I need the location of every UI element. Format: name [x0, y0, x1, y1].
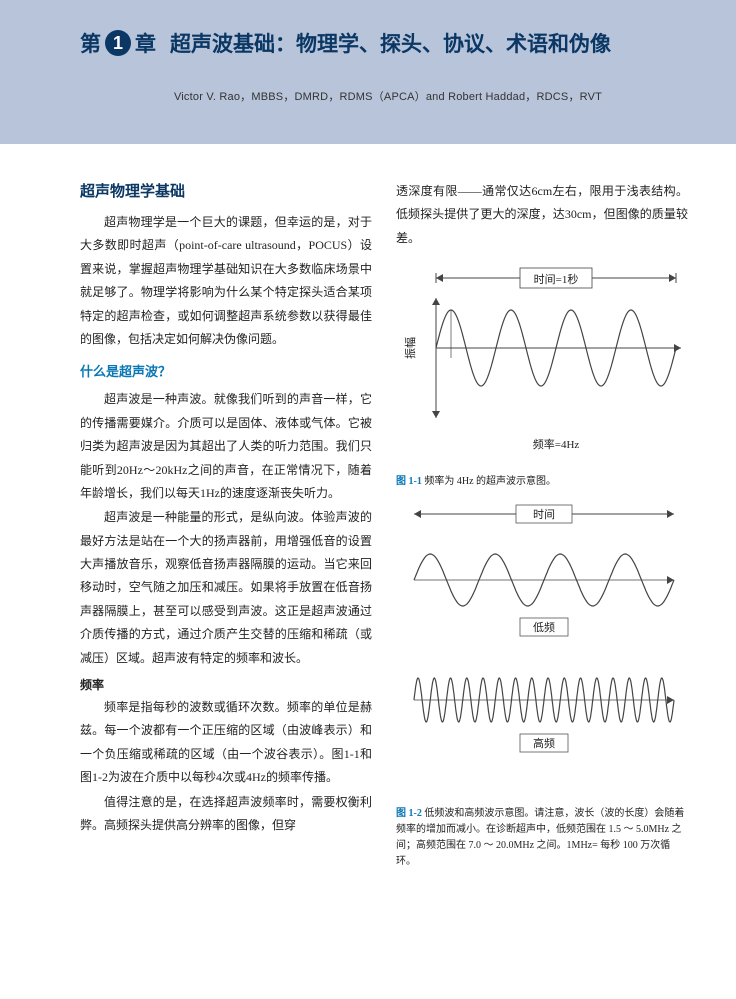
author-line: Victor V. Rao，MBBS，DMRD，RDMS（APCA）and Ro… [80, 88, 696, 104]
chapter-number: 1 [113, 33, 123, 54]
inline-subheading: 频率 [80, 676, 372, 693]
paragraph: 超声波是一种声波。就像我们听到的声音一样，它的传播需要媒介。介质可以是固体、液体… [80, 388, 372, 505]
chapter-prefix: 第 [80, 28, 101, 58]
figure-1-1-svg: 时间=1秒振幅频率=4Hz [396, 258, 688, 468]
chapter-header: 第 1 章 超声波基础：物理学、探头、协议、术语和伪像 Victor V. Ra… [0, 0, 736, 144]
figure-1-2-svg: 时间低频高频 [396, 500, 688, 800]
figure-label: 图 1-2 [396, 808, 422, 819]
svg-text:频率=4Hz: 频率=4Hz [533, 437, 580, 451]
chapter-title-line: 第 1 章 超声波基础：物理学、探头、协议、术语和伪像 [80, 28, 696, 58]
svg-text:振幅: 振幅 [403, 337, 417, 359]
figure-caption-text: 低频波和高频波示意图。请注意，波长（波的长度）会随着频率的增加而减小。在诊断超声… [396, 808, 684, 867]
chapter-title-text: 超声波基础：物理学、探头、协议、术语和伪像 [170, 28, 611, 58]
chapter-suffix: 章 [135, 28, 156, 58]
figure-caption-text: 频率为 4Hz 的超声波示意图。 [424, 476, 556, 487]
svg-text:时间=1秒: 时间=1秒 [534, 272, 579, 286]
figure-1-2-caption: 图 1-2 低频波和高频波示意图。请注意，波长（波的长度）会随着频率的增加而减小… [396, 806, 688, 870]
paragraph: 超声波是一种能量的形式，是纵向波。体验声波的最好方法是站在一个大的扬声器前，用增… [80, 506, 372, 670]
left-column: 超声物理学基础 超声物理学是一个巨大的课题，但幸运的是，对于大多数即时超声（po… [80, 180, 372, 880]
figure-label: 图 1-1 [396, 476, 422, 487]
right-column: 透深度有限——通常仅达6cm左右，限用于浅表结构。低频探头提供了更大的深度，达3… [396, 180, 688, 880]
paragraph: 超声物理学是一个巨大的课题，但幸运的是，对于大多数即时超声（point-of-c… [80, 211, 372, 351]
paragraph: 透深度有限——通常仅达6cm左右，限用于浅表结构。低频探头提供了更大的深度，达3… [396, 180, 688, 250]
figure-1-1-caption: 图 1-1 频率为 4Hz 的超声波示意图。 [396, 474, 688, 490]
paragraph: 频率是指每秒的波数或循环次数。频率的单位是赫兹。每一个波都有一个正压缩的区域（由… [80, 696, 372, 790]
paragraph: 值得注意的是，在选择超声波频率时，需要权衡利弊。高频探头提供高分辨率的图像，但穿 [80, 791, 372, 838]
subsection-heading: 什么是超声波？ [80, 361, 372, 380]
svg-text:时间: 时间 [533, 508, 555, 521]
chapter-number-circle: 1 [105, 30, 131, 56]
content-columns: 超声物理学基础 超声物理学是一个巨大的课题，但幸运的是，对于大多数即时超声（po… [0, 144, 736, 880]
section-heading: 超声物理学基础 [80, 180, 372, 201]
svg-text:高频: 高频 [533, 736, 555, 750]
svg-text:低频: 低频 [533, 620, 555, 634]
